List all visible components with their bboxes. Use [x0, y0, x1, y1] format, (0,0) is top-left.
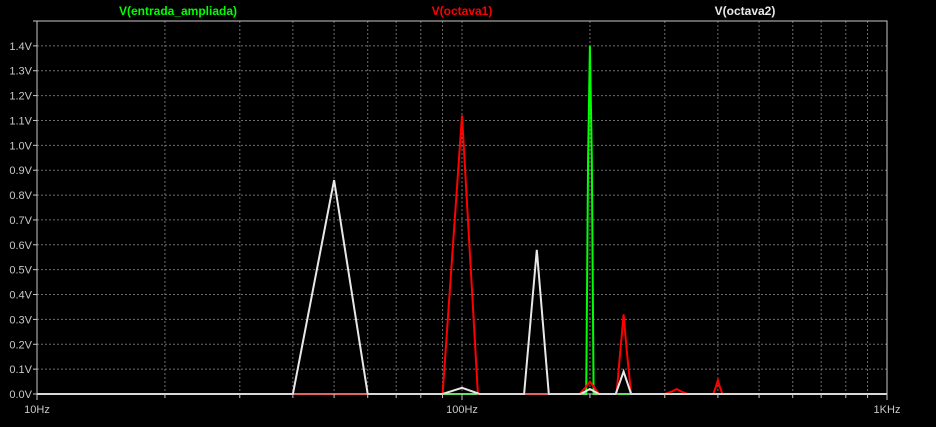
legend-trace-label[interactable]: V(entrada_ampliada): [119, 4, 237, 18]
y-tick-label: 0.3V: [9, 314, 32, 326]
y-tick-label: 0.9V: [9, 165, 32, 177]
x-tick-label: 1KHz: [874, 404, 901, 416]
x-tick-label: 100Hz: [446, 404, 478, 416]
legend-trace-label[interactable]: V(octava2): [715, 4, 776, 18]
y-tick-label: 1.2V: [9, 91, 32, 103]
y-tick-label: 1.3V: [9, 66, 32, 78]
y-axis-ticks: 0.0V 0.1V 0.2V 0.3V 0.4V 0.5V 0.6V 0.7V 0.8V 0.9V…: [9, 20, 37, 401]
y-tick-label: 1.0V: [9, 140, 32, 152]
y-tick-label: 1.4V: [9, 41, 32, 53]
y-tick-label: 0.0V: [9, 389, 32, 401]
x-axis-ticks: 10Hz 100Hz 1KHz: [24, 394, 900, 416]
x-tick-label: 10Hz: [24, 404, 50, 416]
y-tick-label: 0.4V: [9, 290, 32, 302]
y-tick-label: 0.5V: [9, 265, 32, 277]
y-tick-label: 0.1V: [9, 364, 32, 376]
y-tick-label: 0.8V: [9, 190, 32, 202]
grid: [36, 20, 888, 395]
legend: V(entrada_ampliada) V(octava1) V(octava2): [119, 4, 775, 18]
y-tick-label: 0.2V: [9, 339, 32, 351]
y-tick-label: 1.1V: [9, 115, 32, 127]
legend-trace-label[interactable]: V(octava1): [432, 4, 493, 18]
y-tick-label: 0.7V: [9, 215, 32, 227]
y-tick-label: 0.6V: [9, 240, 32, 252]
